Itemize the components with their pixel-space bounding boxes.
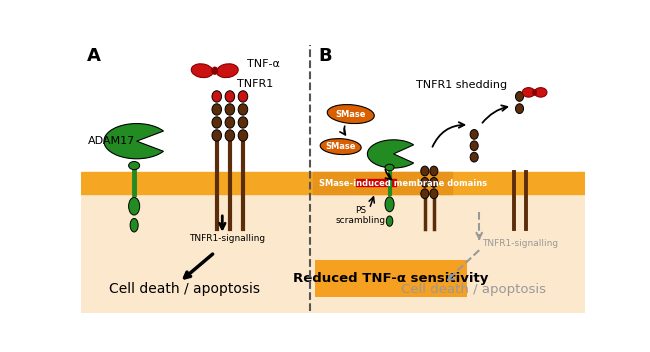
- Wedge shape: [367, 140, 413, 168]
- Text: SMase-induced membrane domains: SMase-induced membrane domains: [319, 179, 487, 188]
- Text: Cell death / apoptosis: Cell death / apoptosis: [401, 283, 546, 296]
- Text: ADAM17: ADAM17: [88, 136, 136, 146]
- Ellipse shape: [191, 64, 213, 77]
- Ellipse shape: [534, 88, 547, 97]
- Ellipse shape: [430, 166, 438, 176]
- Text: TNFR1-signalling: TNFR1-signalling: [482, 239, 558, 248]
- Ellipse shape: [470, 152, 478, 162]
- Ellipse shape: [238, 130, 248, 141]
- Ellipse shape: [238, 91, 248, 102]
- Ellipse shape: [385, 197, 394, 212]
- Ellipse shape: [212, 104, 222, 115]
- Text: SMase: SMase: [335, 109, 366, 119]
- Ellipse shape: [430, 177, 438, 187]
- Text: A: A: [87, 47, 101, 65]
- Ellipse shape: [225, 104, 235, 115]
- FancyBboxPatch shape: [315, 260, 467, 297]
- Ellipse shape: [212, 67, 218, 75]
- Text: B: B: [318, 47, 332, 65]
- Ellipse shape: [430, 189, 438, 199]
- Bar: [356, 179, 396, 186]
- Ellipse shape: [523, 88, 535, 97]
- Ellipse shape: [327, 105, 374, 124]
- Text: TNFR1: TNFR1: [237, 79, 274, 89]
- Ellipse shape: [421, 177, 429, 187]
- Ellipse shape: [238, 104, 248, 115]
- Ellipse shape: [470, 141, 478, 151]
- Ellipse shape: [515, 92, 523, 101]
- Ellipse shape: [216, 64, 239, 77]
- Wedge shape: [104, 124, 164, 159]
- Ellipse shape: [320, 139, 361, 155]
- Text: Cell death / apoptosis: Cell death / apoptosis: [109, 282, 260, 296]
- Ellipse shape: [129, 197, 140, 215]
- Ellipse shape: [130, 218, 138, 232]
- Text: PS
scrambling: PS scrambling: [336, 206, 386, 225]
- Ellipse shape: [386, 216, 393, 226]
- Ellipse shape: [421, 189, 429, 199]
- Ellipse shape: [225, 130, 235, 141]
- Ellipse shape: [212, 91, 222, 102]
- Text: TNF-α: TNF-α: [248, 59, 280, 69]
- Ellipse shape: [238, 117, 248, 128]
- Ellipse shape: [385, 164, 394, 171]
- Text: SMase: SMase: [326, 142, 356, 151]
- Text: TNFR1-signalling: TNFR1-signalling: [190, 234, 266, 244]
- Ellipse shape: [225, 117, 235, 128]
- Ellipse shape: [225, 91, 235, 102]
- Text: TNFR1 shedding: TNFR1 shedding: [416, 80, 507, 90]
- Bar: [313, 172, 452, 194]
- Bar: [81, 194, 585, 313]
- Ellipse shape: [515, 104, 523, 114]
- Text: Reduced TNF-α sensitivity: Reduced TNF-α sensitivity: [293, 272, 489, 285]
- Ellipse shape: [212, 130, 222, 141]
- Ellipse shape: [470, 130, 478, 139]
- Ellipse shape: [212, 117, 222, 128]
- Bar: [81, 172, 585, 194]
- Ellipse shape: [129, 162, 140, 170]
- Ellipse shape: [532, 89, 537, 95]
- Ellipse shape: [421, 166, 429, 176]
